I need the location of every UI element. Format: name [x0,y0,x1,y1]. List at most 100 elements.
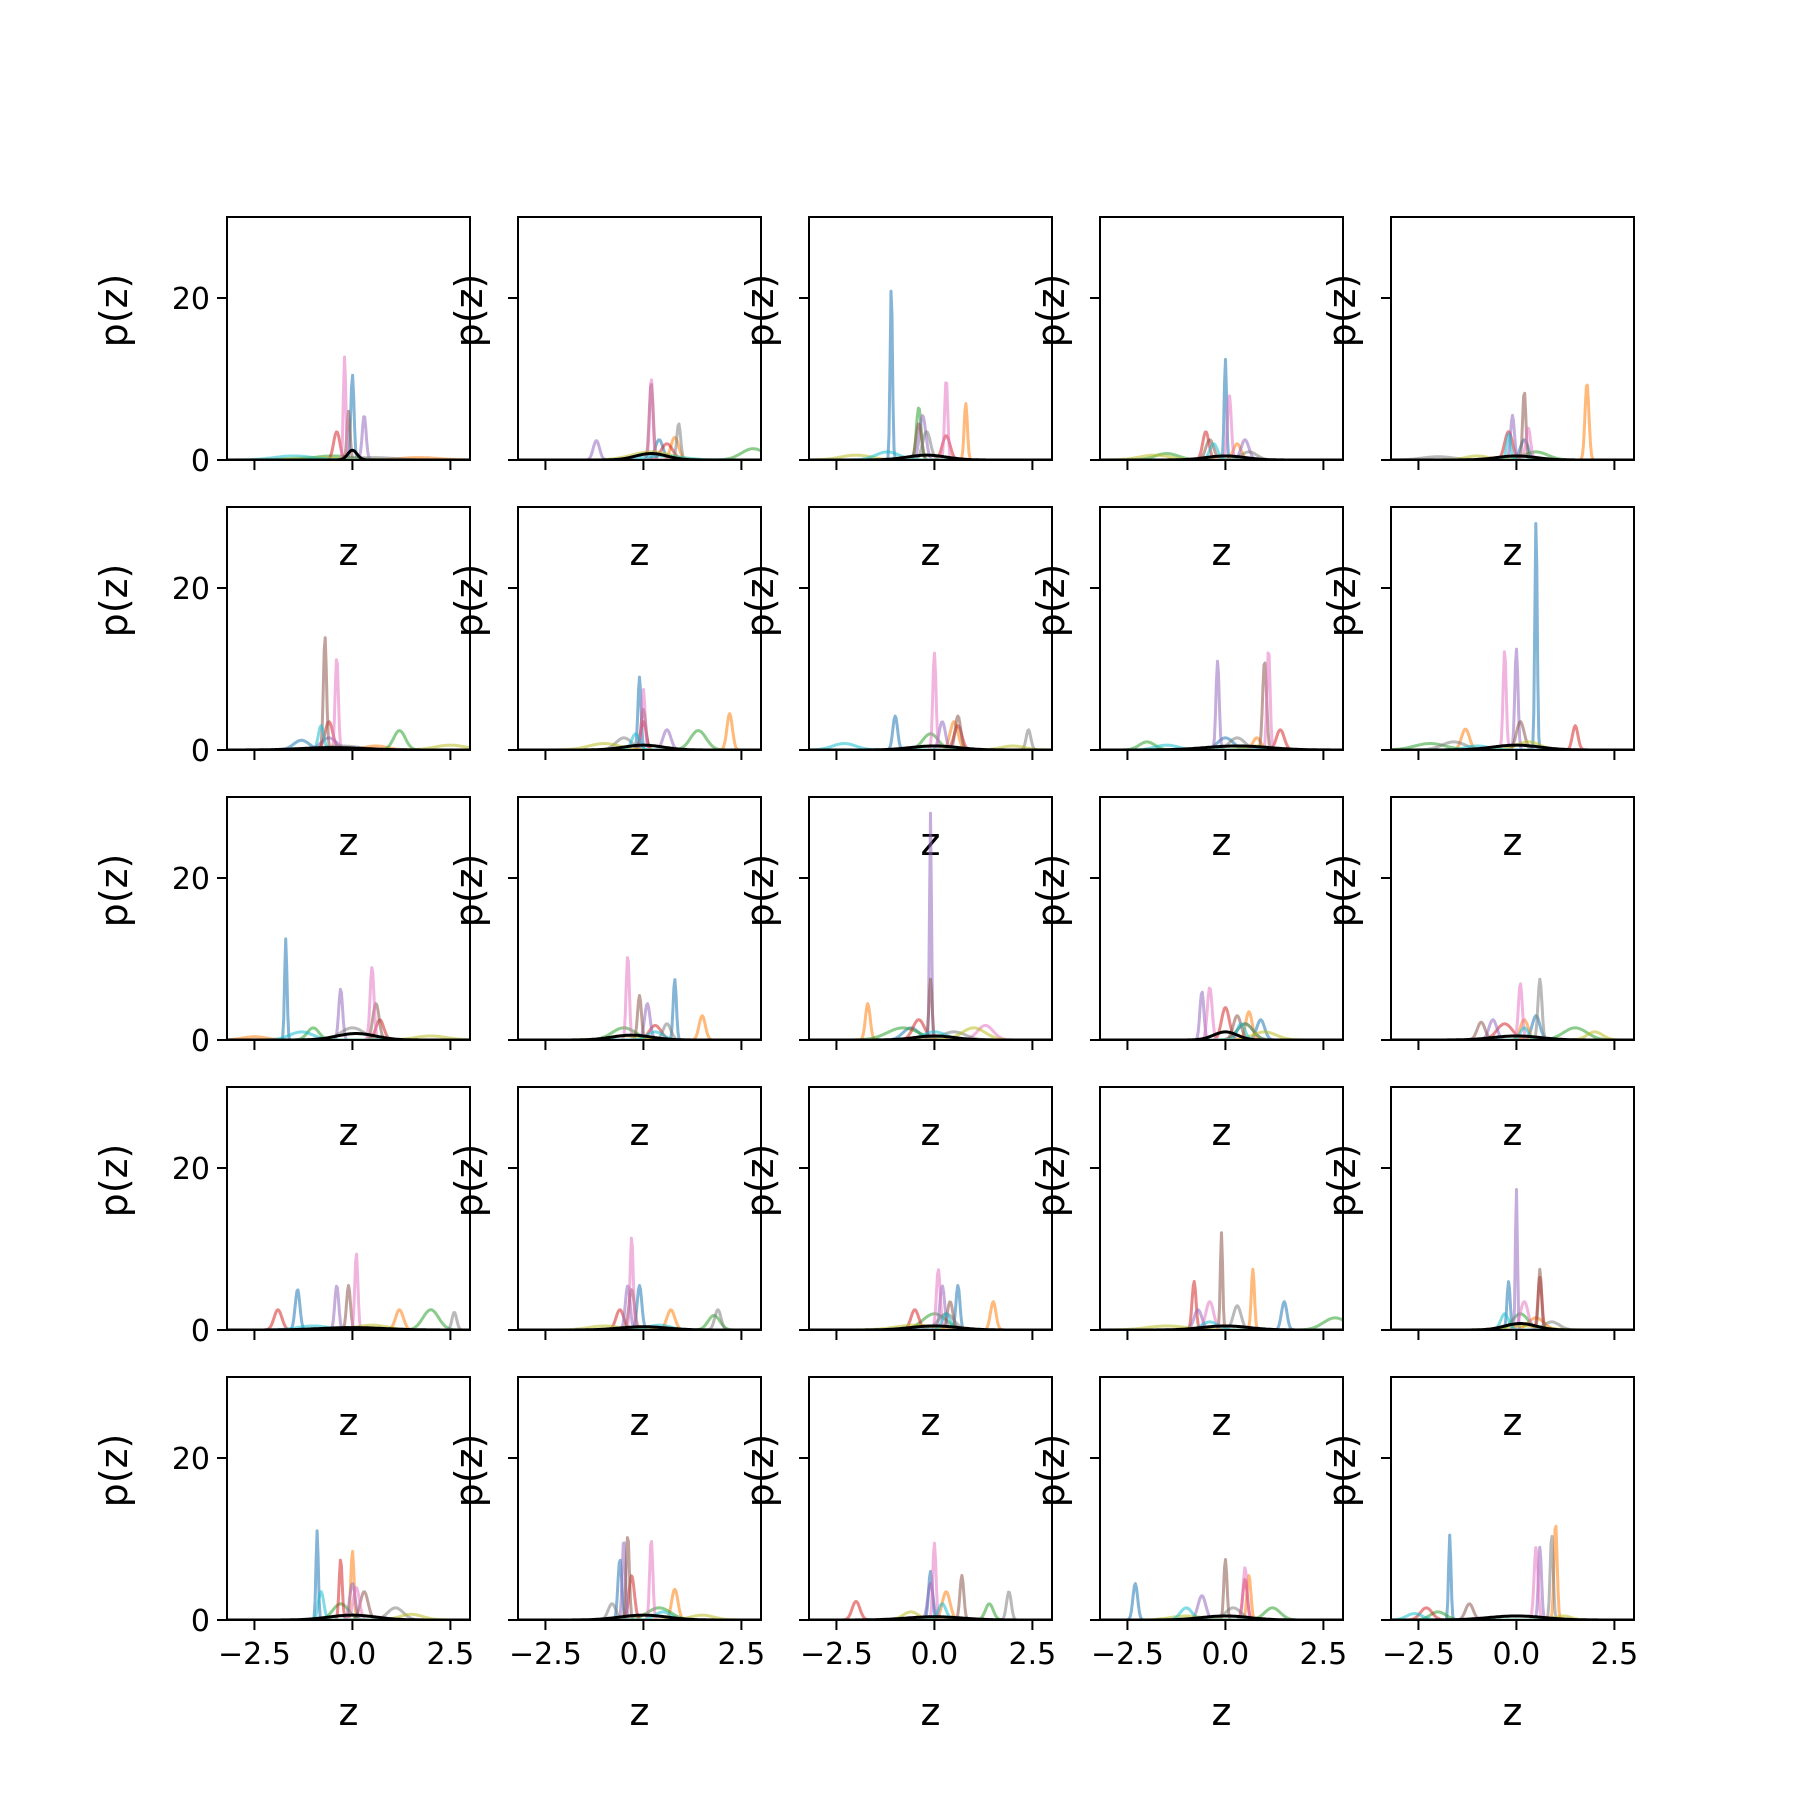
y-axis-label: p(z) [92,854,136,928]
y-axis-label: p(z) [1320,1144,1364,1218]
pdf-series-4 [1391,430,1634,460]
y-tick-label: 0 [191,734,210,769]
axes-frame [226,796,471,1041]
axes-frame [517,216,762,461]
axes-frame [1099,216,1344,461]
pdf-series-5 [809,1284,1052,1330]
subplot-r4-c5: z p(z) [1320,1086,1635,1444]
pdf-mean-line [809,453,1052,460]
subplot-r1-c2: z p(z) [447,216,762,574]
pdf-mean-line [809,744,1052,750]
subplot-r3-c3: z p(z) [738,796,1053,1154]
pdf-series-1 [1100,1582,1343,1620]
pdf-series-1 [809,1569,1052,1620]
subplot-r2-c1: z 0 20 p(z) [92,506,471,864]
plot-area [809,1268,1052,1330]
pdf-series-9 [227,1612,470,1620]
x-axis-label: z [339,1690,359,1734]
pdf-series-6 [227,1284,470,1330]
y-axis-label: p(z) [92,564,136,638]
plot-area [1100,1231,1343,1330]
pdf-series-7 [809,651,1052,750]
pdf-series-2 [1391,1524,1634,1620]
pdf-series-1 [809,1284,1052,1330]
plot-area [809,1541,1052,1620]
subplot-r4-c2: z p(z) [447,1086,762,1444]
y-axis-label: p(z) [1029,564,1073,638]
y-axis-label: p(z) [738,1144,782,1218]
pdf-series-4 [1391,1022,1634,1040]
plot-area [227,636,470,750]
pdf-series-3 [809,406,1052,460]
axes-frame [1099,1086,1344,1331]
plot-area [518,1236,761,1330]
plot-area [518,378,761,460]
x-tick-label: −2.5 [509,1637,582,1672]
pdf-mean-line [1100,1030,1343,1040]
plot-area [1391,522,1634,750]
y-axis-label: p(z) [447,854,491,928]
pdf-series-1 [518,978,761,1040]
plot-area [227,1529,470,1620]
subplot-r1-c4: z p(z) [1029,216,1344,574]
pdf-series-4 [1391,1606,1634,1620]
pdf-series-10 [809,742,1052,750]
pdf-series-6 [227,409,470,460]
pdf-series-4 [518,1574,761,1620]
x-axis-label: z [921,1690,941,1734]
x-axis-label: z [1503,820,1523,864]
x-axis-label: z [1503,1690,1523,1734]
pdf-series-1 [518,1284,761,1330]
pdf-series-9 [1100,453,1343,460]
pdf-series-1 [227,937,470,1040]
x-axis-label: z [339,530,359,574]
pdf-series-8 [809,430,1052,460]
pdf-series-9 [227,743,470,750]
pdf-series-3 [809,1312,1052,1330]
pdf-series-7 [809,1268,1052,1330]
subplot-r1-c5: z p(z) [1320,216,1635,574]
pdf-series-8 [809,1590,1052,1620]
axes-frame [808,216,1053,461]
x-axis-label: z [630,1400,650,1444]
pdf-series-2 [809,402,1052,460]
pdf-series-3 [518,1314,761,1330]
axes-frame [517,506,762,751]
pdf-mean-line [1391,1322,1634,1330]
pdf-mean-line [809,1324,1052,1330]
subplot-r4-c3: z p(z) [738,1086,1053,1444]
x-tick-label: −2.5 [1382,1637,1455,1672]
pdf-series-9 [227,1034,470,1040]
pdf-series-7 [518,378,761,460]
plot-area [809,289,1052,460]
axes-frame [1099,506,1344,751]
pdf-series-3 [1391,742,1634,750]
x-axis-label: z [1503,1110,1523,1154]
pdf-mean-line [518,743,761,750]
axes-frame [1390,1086,1635,1331]
pdf-series-5 [227,987,470,1040]
x-axis-label: z [339,1400,359,1444]
plot-area [1391,383,1634,460]
pdf-series-5 [1391,1188,1634,1330]
y-axis-label: p(z) [738,854,782,928]
x-tick-label: 2.5 [427,1637,475,1672]
pdf-series-6 [518,1288,761,1330]
subplot-r2-c5: z p(z) [1320,506,1635,864]
axes-frame [808,796,1053,1041]
pdf-mean-line [518,1325,761,1330]
pdf-series-4 [1100,1006,1343,1040]
y-axis-label: p(z) [92,1144,136,1218]
pdf-series-6 [518,383,761,460]
plot-area [227,937,470,1040]
pdf-series-1 [809,289,1052,460]
y-axis-label: p(z) [738,1434,782,1508]
x-axis-label: z [630,1690,650,1734]
pdf-mean-line [227,448,470,460]
pdf-series-3 [1100,740,1343,750]
y-axis-label: p(z) [738,564,782,638]
y-tick-label: 20 [172,282,210,317]
pdf-series-9 [1391,1030,1634,1040]
axes-frame [226,506,471,751]
x-tick-label: 2.5 [1300,1637,1348,1672]
